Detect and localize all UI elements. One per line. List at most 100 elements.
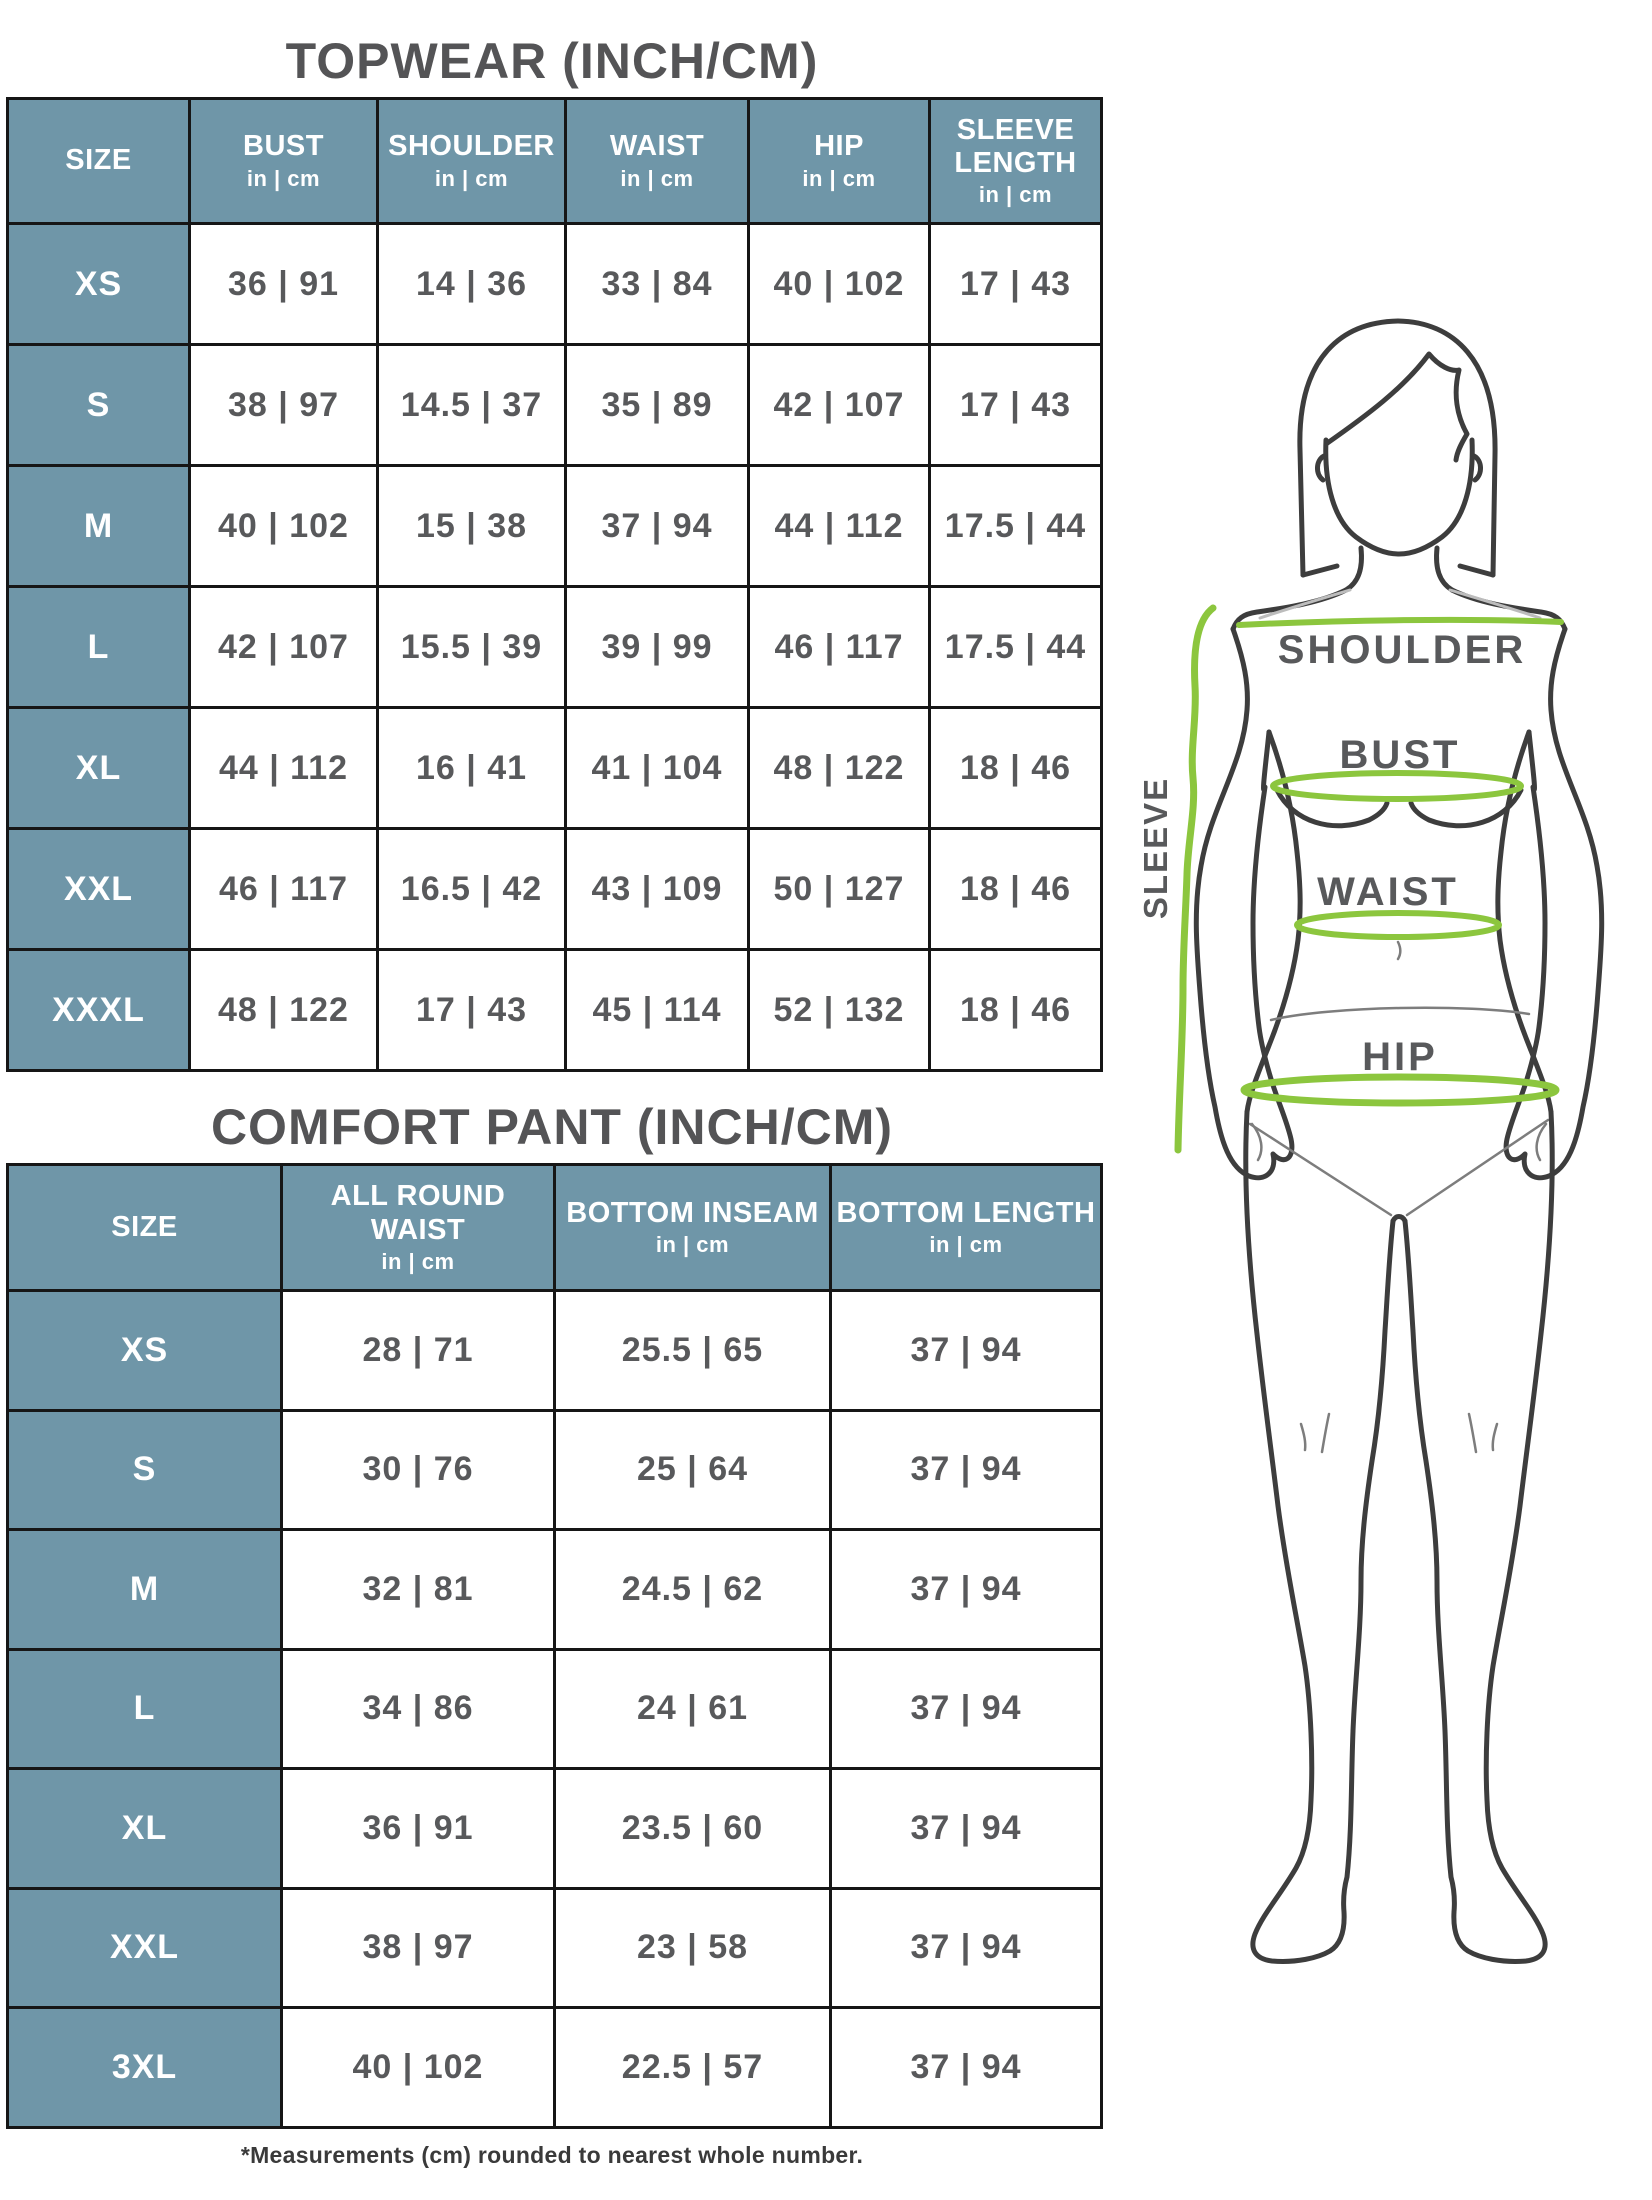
bust-curve-right	[1408, 787, 1524, 829]
knee-mark-left-a	[1299, 1422, 1307, 1452]
knee-mark-right-a	[1467, 1412, 1478, 1454]
measurement-cell: 40 | 102	[747, 222, 931, 346]
thumb-right	[1535, 1122, 1548, 1162]
size-cell: 3XL	[6, 2006, 283, 2129]
measurement-cell: 37 | 94	[829, 1767, 1103, 1890]
column-header: ALL ROUND WAIST in | cm	[280, 1163, 556, 1292]
measurement-cell: 43 | 109	[564, 827, 750, 951]
arm-left	[1193, 626, 1295, 1181]
measurement-cell: 28 | 71	[280, 1289, 556, 1412]
table-row: M 40 | 102 15 | 38 37 | 94 44 | 112 17.5 | 44	[6, 464, 1103, 588]
measurement-cell: 30 | 76	[280, 1408, 556, 1531]
size-cell: S	[6, 1408, 283, 1531]
table-row: M 32 | 81 24.5 | 62 37 | 94	[6, 1528, 1103, 1651]
size-cell: M	[6, 1528, 283, 1651]
table-row: S 30 | 76 25 | 64 37 | 94	[6, 1408, 1103, 1531]
neck-left	[1343, 545, 1364, 593]
measurement-cell: 37 | 94	[829, 1408, 1103, 1531]
briefs-left	[1248, 1122, 1393, 1217]
ear-right	[1471, 453, 1483, 483]
measurement-cell: 23 | 58	[553, 1886, 832, 2009]
collarbone-left	[1258, 588, 1352, 620]
bust-curve-left	[1274, 787, 1390, 829]
face-outline	[1323, 437, 1475, 557]
sleeve-label: SLEEVE	[1137, 777, 1174, 919]
column-header: BOTTOM INSEAM in | cm	[553, 1163, 832, 1292]
bust-measure-ellipse	[1270, 770, 1524, 802]
measurement-cell: 50 | 127	[747, 827, 931, 951]
measurement-cell: 17 | 43	[928, 343, 1103, 467]
measurement-cell: 16.5 | 42	[376, 827, 567, 951]
measurement-cell: 37 | 94	[829, 1289, 1103, 1412]
hair-tip-right	[1457, 563, 1496, 578]
measurement-cell: 22.5 | 57	[553, 2006, 832, 2129]
arm-right	[1503, 626, 1605, 1181]
header-row: SIZE BUST in | cm SHOULDER in | cm WAIST in | …	[6, 97, 1103, 225]
measurement-cell: 38 | 97	[188, 343, 379, 467]
table-row: L 42 | 107 15.5 | 39 39 | 99 46 | 117 17.5 | …	[6, 585, 1103, 709]
measurement-cell: 41 | 104	[564, 706, 750, 830]
knee-mark-left-b	[1320, 1412, 1331, 1454]
waist-label: WAIST	[1317, 870, 1459, 914]
size-cell: M	[6, 464, 191, 588]
size-cell: XS	[6, 222, 191, 346]
measurement-cell: 42 | 107	[747, 343, 931, 467]
measurement-cell: 44 | 112	[188, 706, 379, 830]
measurement-cell: 44 | 112	[747, 464, 931, 588]
table-row: XXL 46 | 117 16.5 | 42 43 | 109 50 | 127 18 |…	[6, 827, 1103, 951]
column-header: SHOULDER in | cm	[376, 97, 567, 225]
size-cell: XXL	[6, 827, 191, 951]
table-row: XXXL 48 | 122 17 | 43 45 | 114 52 | 132 18 | …	[6, 948, 1103, 1072]
neck-right	[1434, 545, 1455, 593]
measurement-cell: 42 | 107	[188, 585, 379, 709]
table-row: XS 28 | 71 25.5 | 65 37 | 94	[6, 1289, 1103, 1412]
measurement-cell: 23.5 | 60	[553, 1767, 832, 1890]
measurement-cell: 46 | 117	[188, 827, 379, 951]
hair-outline	[1297, 318, 1498, 578]
measurement-cell: 14.5 | 37	[376, 343, 567, 467]
topwear-title: TOPWEAR (INCH/CM)	[285, 33, 819, 89]
navel-mark	[1396, 940, 1402, 961]
column-header: HIP in | cm	[747, 97, 931, 225]
measurement-cell: 17.5 | 44	[928, 585, 1103, 709]
measurement-cell: 40 | 102	[280, 2006, 556, 2129]
measurement-cell: 38 | 97	[280, 1886, 556, 2009]
table-row: XXL 38 | 97 23 | 58 37 | 94	[6, 1886, 1103, 2009]
measurement-cell: 18 | 46	[928, 706, 1103, 830]
measurement-cell: 36 | 91	[280, 1767, 556, 1890]
measurement-cell: 14 | 36	[376, 222, 567, 346]
ear-left	[1315, 453, 1327, 483]
header-row: SIZE ALL ROUND WAIST in | cm BOTTOM INSEAM i…	[6, 1163, 1103, 1292]
table-row: L 34 | 86 24 | 61 37 | 94	[6, 1647, 1103, 1770]
shoulder-label: SHOULDER	[1278, 628, 1526, 672]
hip-measure-ellipse	[1240, 1073, 1560, 1107]
belly-line	[1269, 1006, 1531, 1022]
column-header: SIZE	[6, 1163, 283, 1292]
topwear-table: SIZE BUST in | cm SHOULDER in | cm WAIST in | …	[6, 97, 1103, 1072]
measurement-cell: 16 | 41	[376, 706, 567, 830]
measurement-cell: 40 | 102	[188, 464, 379, 588]
column-header: BOTTOM LENGTH in | cm	[829, 1163, 1103, 1292]
measurement-cell: 52 | 132	[747, 948, 931, 1072]
measurement-cell: 37 | 94	[829, 1528, 1103, 1651]
measurement-cell: 39 | 99	[564, 585, 750, 709]
waist-measure-ellipse	[1294, 910, 1502, 940]
measurement-cell: 24 | 61	[553, 1647, 832, 1770]
briefs-right	[1405, 1118, 1550, 1217]
measurement-cell: 48 | 122	[747, 706, 931, 830]
body-outline	[1193, 318, 1605, 1964]
hip-label: HIP	[1362, 1035, 1438, 1079]
knee-mark-right-b	[1491, 1422, 1499, 1452]
measurement-cell: 48 | 122	[188, 948, 379, 1072]
table-row: XS 36 | 91 14 | 36 33 | 84 40 | 102 17 | 43	[6, 222, 1103, 346]
crotch-line	[1390, 1214, 1408, 1224]
size-cell: S	[6, 343, 191, 467]
table-row: S 38 | 97 14.5 | 37 35 | 89 42 | 107 17 | 43	[6, 343, 1103, 467]
measurement-cell: 15.5 | 39	[376, 585, 567, 709]
measurement-cell: 37 | 94	[829, 1647, 1103, 1770]
body-measurement-figure: SHOULDER BUST WAIST HIP SLEEVE	[1137, 318, 1605, 1964]
collarbone-right	[1448, 588, 1542, 620]
table-row: 3XL 40 | 102 22.5 | 57 37 | 94	[6, 2006, 1103, 2129]
hair-fringe	[1323, 351, 1470, 463]
column-header: SLEEVE LENGTH in | cm	[928, 97, 1103, 225]
